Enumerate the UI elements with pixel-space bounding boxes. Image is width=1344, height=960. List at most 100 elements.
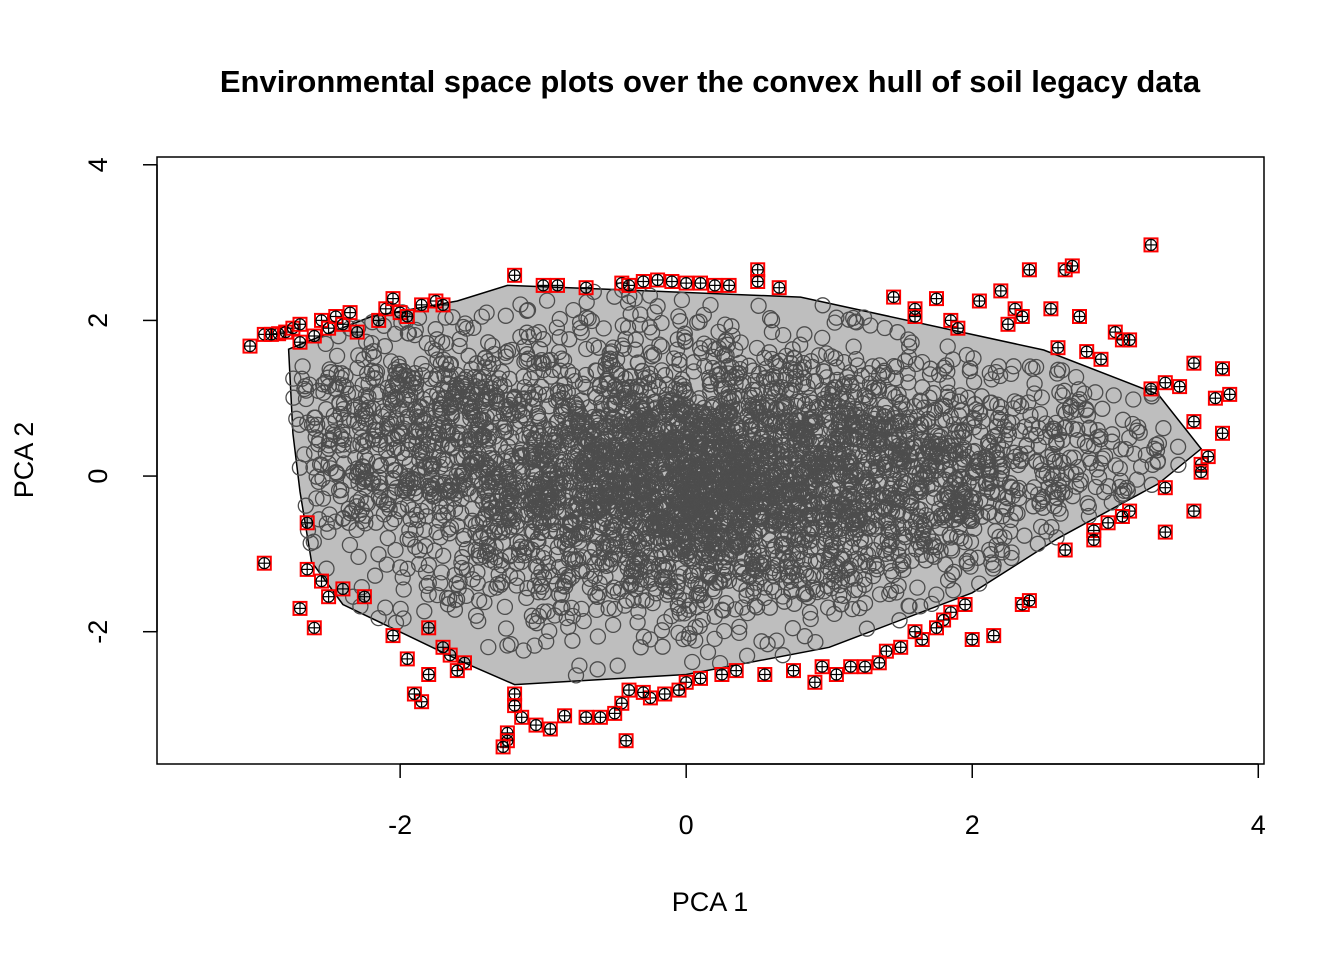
y-tick-label: 0 [83,469,113,484]
data-point [597,568,614,586]
data-point [519,580,536,597]
data-point [548,319,566,336]
outlier-point [971,293,987,309]
data-point [309,416,326,433]
data-point [1029,535,1046,552]
data-point [318,515,335,532]
outlier-point [807,674,823,690]
outlier-point [771,280,787,296]
outlier-point [528,717,544,733]
outlier-point [1222,386,1238,402]
data-point [432,574,449,592]
outlier-point [1114,509,1130,524]
outlier-point [1215,425,1230,441]
data-point [571,657,588,674]
data-point [1087,384,1104,401]
data-point [376,338,394,355]
data-point [632,639,649,656]
outlier-point [1014,309,1030,324]
outlier-point [306,620,322,636]
outlier-point [1143,237,1159,253]
outlier-point [421,667,437,682]
data-point [1117,440,1134,458]
x-tick-label: 0 [679,810,694,840]
outlier-point [406,686,422,702]
outlier-point [542,721,558,737]
data-point [935,359,953,376]
data-point [314,490,332,507]
data-point [515,642,532,659]
outlier-point [986,628,1002,644]
data-point [609,657,626,674]
outlier-point [1186,503,1202,519]
outlier-point [621,682,637,698]
data-point [427,321,444,338]
outlier-point [678,275,694,291]
outlier-point [843,659,859,675]
outlier-point [657,686,673,702]
data-point [418,577,435,595]
outlier-point [1021,262,1037,278]
outlier-point [957,597,973,612]
data-point [384,395,401,412]
outlier-point [693,670,708,686]
outlier-point [292,600,308,616]
outlier-point [1200,449,1216,465]
outlier-point [757,667,773,682]
outlier-point [299,561,315,577]
data-point [366,567,384,584]
data-point [363,334,380,352]
data-point [1006,444,1023,461]
outlier-point [907,624,923,640]
chart-title: Environmental space plots over the conve… [220,64,1201,99]
outlier-point [1086,532,1102,548]
data-point [318,560,335,577]
data-point [563,599,580,617]
data-point [589,661,606,678]
outlier-point [929,291,944,307]
data-point [1067,368,1085,386]
outlier-point [635,684,651,700]
outlier-point [786,663,801,679]
outlier-point [1186,355,1202,371]
outlier-point [664,274,680,289]
outlier-point [1157,375,1173,391]
data-point [912,598,929,615]
outlier-point [993,283,1009,299]
data-point [1169,438,1187,455]
data-point [923,595,940,613]
outlier-point [721,277,737,293]
x-axis: -2 0 2 4 [388,763,1266,840]
data-point [471,514,488,531]
data-point [330,328,347,345]
data-point [530,607,548,625]
outlier-point [256,555,272,571]
outlier-point [1157,524,1173,540]
outlier-point [1157,480,1173,496]
data-point [925,537,943,554]
data-point [420,557,437,574]
outlier-point [886,289,902,305]
data-point [328,347,346,365]
data-point [386,510,403,528]
data-point [1048,529,1065,546]
outlier-point [242,338,258,354]
data-point [333,481,350,499]
data-point [538,633,555,650]
data-point [392,559,409,576]
data-point [756,579,773,596]
data-point [550,384,567,401]
outlier-point [292,316,308,332]
data-point [1079,438,1096,455]
data-point [618,538,635,555]
data-point [711,654,729,672]
data-point [895,561,912,579]
data-point [1054,387,1071,404]
data-point [807,633,824,651]
outlier-point [1064,258,1080,274]
data-point [361,345,378,362]
outlier-point [814,659,830,675]
data-point [727,601,744,618]
data-points [285,281,1187,684]
y-tick-label: 2 [83,313,113,328]
